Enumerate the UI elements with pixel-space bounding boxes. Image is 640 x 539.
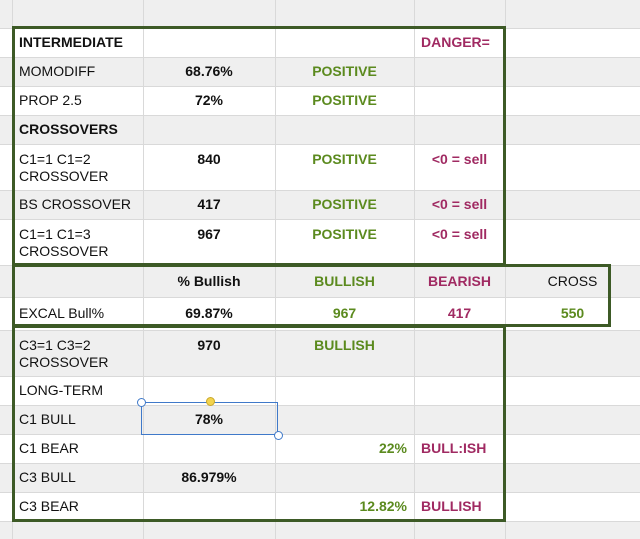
status-c3-c2[interactable]: BULLISH <box>314 337 375 353</box>
grid-row-line <box>0 86 640 87</box>
grid-row-line <box>0 57 640 58</box>
grid-column-line <box>143 0 144 539</box>
row-background <box>0 0 640 28</box>
selection-handle-top-mid[interactable] <box>206 397 215 406</box>
status-bs[interactable]: POSITIVE <box>312 196 377 212</box>
label-c3-bull[interactable]: C3 BULL <box>19 469 76 485</box>
label-intermediate[interactable]: INTERMEDIATE <box>19 34 123 50</box>
value-momodiff[interactable]: 68.76% <box>185 63 233 79</box>
grid-column-line <box>414 0 415 539</box>
row-background <box>0 265 640 297</box>
grid-column-line <box>275 0 276 539</box>
label-long-term[interactable]: LONG-TERM <box>19 382 103 398</box>
value-prop[interactable]: 72% <box>194 92 224 108</box>
value-c1-bear[interactable]: 22% <box>378 440 407 456</box>
grid-row-line <box>0 405 640 406</box>
value-c1-bull[interactable]: 78% <box>194 411 224 427</box>
grid-row-line <box>0 434 640 435</box>
header-pct-bullish[interactable]: % Bullish <box>177 273 241 289</box>
value-excal-bearish[interactable]: 417 <box>447 305 472 321</box>
row-background <box>0 405 640 434</box>
label-crossovers[interactable]: CROSSOVERS <box>19 121 118 137</box>
selection-handle-bottom-right[interactable] <box>274 431 283 440</box>
grid-row-line <box>0 115 640 116</box>
long-term-section-frame <box>12 325 506 522</box>
row-background <box>0 57 640 86</box>
value-c3-bull[interactable]: 86.979% <box>181 469 237 485</box>
grid-row-line <box>0 330 640 331</box>
value-excal-bullish[interactable]: 967 <box>332 305 357 321</box>
danger-label[interactable]: DANGER= <box>421 34 490 50</box>
label-c1-bull[interactable]: C1 BULL <box>19 411 76 427</box>
row-background <box>0 115 640 144</box>
label-c1-c2[interactable]: C1=1 C1=2 CROSSOVER <box>19 151 109 184</box>
label-momodiff[interactable]: MOMODIFF <box>19 63 96 79</box>
grid-row-line <box>0 144 640 145</box>
rule-bs[interactable]: <0 = sell <box>431 196 488 212</box>
row-background <box>0 190 640 219</box>
grid-row-line <box>0 190 640 191</box>
status-c1-bear[interactable]: BULL:ISH <box>421 440 487 456</box>
label-c3-bear[interactable]: C3 BEAR <box>19 498 79 514</box>
value-c1-c2[interactable]: 840 <box>197 151 221 167</box>
label-excal[interactable]: EXCAL Bull% <box>19 305 105 321</box>
value-c1-c3[interactable]: 967 <box>197 226 221 242</box>
intermediate-section-frame <box>12 26 506 266</box>
header-cross[interactable]: CROSS <box>547 273 598 289</box>
rule-c1-c3[interactable]: <0 = sell <box>431 226 488 242</box>
value-excal-cross[interactable]: 550 <box>560 305 585 321</box>
status-momodiff[interactable]: POSITIVE <box>312 63 377 79</box>
cell-selection-box[interactable] <box>141 402 278 435</box>
value-bs[interactable]: 417 <box>197 196 221 212</box>
label-c3-c2[interactable]: C3=1 C3=2 CROSSOVER <box>19 337 109 370</box>
summary-section-frame <box>12 264 611 327</box>
grid-row-line <box>0 376 640 377</box>
grid-row-line <box>0 492 640 493</box>
selection-handle-top-left[interactable] <box>137 398 146 407</box>
status-prop[interactable]: POSITIVE <box>312 92 377 108</box>
rule-c1-c2[interactable]: <0 = sell <box>431 151 488 167</box>
status-c3-bear[interactable]: BULLISH <box>421 498 482 514</box>
status-c1-c2[interactable]: POSITIVE <box>312 151 377 167</box>
row-background <box>0 463 640 492</box>
grid-row-line <box>0 297 640 298</box>
status-c1-c3[interactable]: POSITIVE <box>312 226 377 242</box>
value-c3-c2[interactable]: 970 <box>197 337 221 353</box>
label-prop[interactable]: PROP 2.5 <box>19 92 82 108</box>
label-c1-bear[interactable]: C1 BEAR <box>19 440 79 456</box>
value-c3-bear[interactable]: 12.82% <box>359 498 407 514</box>
grid-row-line <box>0 463 640 464</box>
label-c1-c3[interactable]: C1=1 C1=3 CROSSOVER <box>19 226 109 259</box>
grid-row-line <box>0 219 640 220</box>
row-background <box>0 521 640 539</box>
grid-column-line <box>505 0 506 539</box>
header-bullish[interactable]: BULLISH <box>314 273 375 289</box>
row-background <box>0 330 640 376</box>
label-bs[interactable]: BS CROSSOVER <box>19 196 132 212</box>
value-excal[interactable]: 69.87% <box>185 305 233 321</box>
header-bearish[interactable]: BEARISH <box>427 273 491 289</box>
